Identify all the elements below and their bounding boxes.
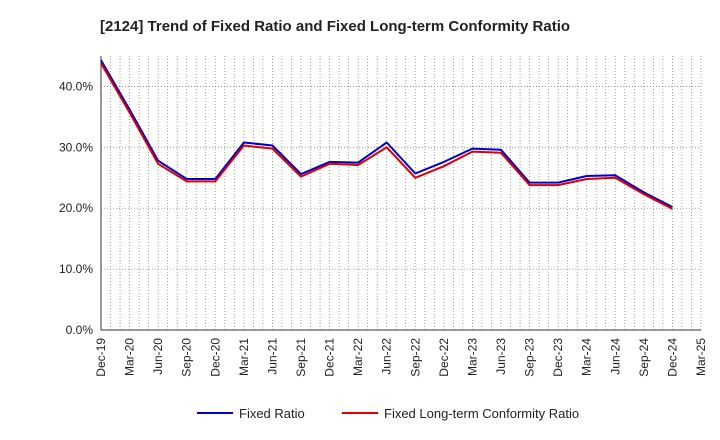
x-tick-label: Sep-23 <box>523 338 537 377</box>
series-lines <box>100 59 673 210</box>
x-tick-label: Jun-22 <box>380 338 394 375</box>
series-line-fixed-long-term-conformity-ratio <box>100 62 673 210</box>
x-tick-label: Jun-23 <box>494 338 508 375</box>
y-tick-label: 0.0% <box>66 323 94 337</box>
x-tick-label: Dec-20 <box>208 338 222 377</box>
x-tick-label: Dec-22 <box>437 338 451 377</box>
x-tick-label: Sep-21 <box>294 338 308 377</box>
y-tick-label: 20.0% <box>59 201 93 215</box>
x-tick-label: Dec-24 <box>665 338 679 377</box>
x-tick-labels: Dec-19 Mar-20 Jun-20 Sep-20 Dec-20 Mar-21 Jun-… <box>94 338 708 377</box>
x-tick-label: Jun-20 <box>151 338 165 375</box>
grid <box>100 56 702 331</box>
x-tick-label: Mar-23 <box>465 338 479 376</box>
x-tick-label: Dec-23 <box>551 338 565 377</box>
x-tick-label: Dec-19 <box>94 338 108 377</box>
legend: Fixed Ratio Fixed Long-term Conformity R… <box>197 406 579 421</box>
x-tick-label: Mar-20 <box>123 338 137 376</box>
x-tick-label: Dec-21 <box>323 338 337 377</box>
legend-label-fixed-long-term-conformity-ratio: Fixed Long-term Conformity Ratio <box>384 406 579 421</box>
legend-label-fixed-ratio: Fixed Ratio <box>239 406 305 421</box>
x-tick-label: Jun-24 <box>608 338 622 375</box>
axes <box>100 56 701 331</box>
chart-title: [2124] Trend of Fixed Ratio and Fixed Lo… <box>100 18 570 35</box>
series-line-fixed-ratio <box>100 59 673 208</box>
y-tick-labels: 0.0% 10.0% 20.0% 30.0% 40.0% <box>59 79 93 337</box>
x-tick-label: Sep-20 <box>180 338 194 377</box>
x-tick-label: Sep-22 <box>408 338 422 377</box>
x-tick-label: Mar-24 <box>580 338 594 376</box>
x-tick-label: Mar-25 <box>694 338 708 376</box>
y-tick-label: 10.0% <box>59 262 93 276</box>
x-tick-label: Jun-21 <box>265 338 279 375</box>
x-tick-label: Sep-24 <box>637 338 651 377</box>
x-tick-label: Mar-21 <box>237 338 251 376</box>
y-tick-label: 30.0% <box>59 140 93 154</box>
y-tick-label: 40.0% <box>59 79 93 93</box>
x-tick-label: Mar-22 <box>351 338 365 376</box>
